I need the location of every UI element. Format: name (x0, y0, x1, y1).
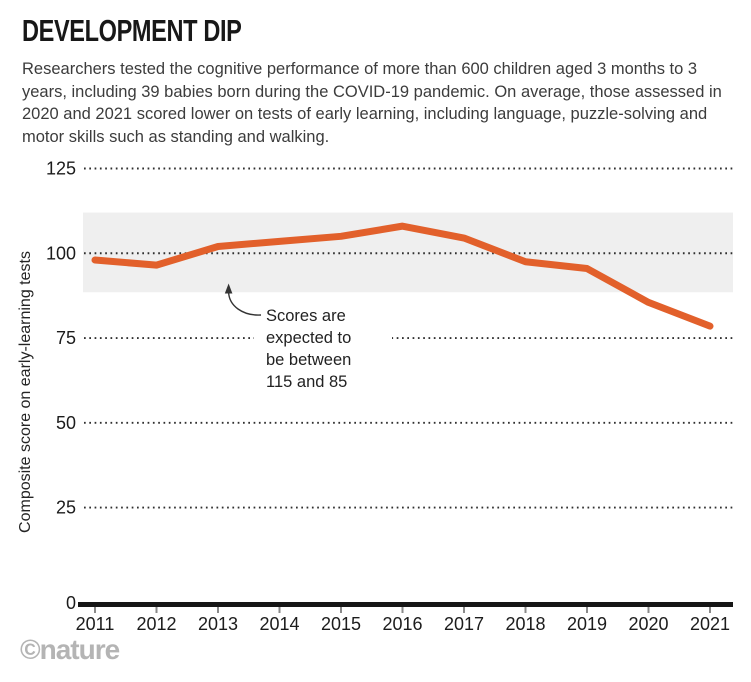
x-tick-label: 2017 (444, 614, 484, 634)
x-tick-label: 2015 (321, 614, 361, 634)
x-tick-label: 2019 (567, 614, 607, 634)
x-tick-label: 2013 (198, 614, 238, 634)
chart-description: Researchers tested the cognitive perform… (22, 60, 722, 146)
x-tick-label: 2012 (136, 614, 176, 634)
x-tick-label: 2018 (505, 614, 545, 634)
annotation-arrowhead-icon (224, 283, 233, 294)
annotation-text-line: Scores are (266, 307, 346, 325)
annotation-text-line: 115 and 85 (266, 373, 347, 391)
y-tick-label: 25 (56, 498, 76, 518)
y-tick-label: 50 (56, 413, 76, 433)
y-axis-title: Composite score on early-learning tests (17, 251, 34, 533)
x-tick-label: 2021 (690, 614, 730, 634)
y-tick-label: 0 (66, 593, 76, 613)
x-tick-label: 2014 (259, 614, 299, 634)
annotation-arrow (227, 291, 262, 316)
chart-title: DEVELOPMENT DIP (22, 13, 242, 48)
y-tick-label: 125 (46, 159, 76, 179)
annotation-text-line: expected to (266, 329, 351, 347)
y-tick-label: 75 (56, 328, 76, 348)
y-tick-label: 100 (46, 243, 76, 263)
annotation-text: Scores are expected to be between 115 and 8… (266, 307, 351, 391)
annotation-background (254, 300, 392, 394)
nature-logo: ©nature (20, 634, 120, 665)
chart-header: DEVELOPMENT DIP Researchers tested the c… (22, 13, 738, 148)
expected-range-annotation: Scores are expected to be between 115 and 8… (224, 283, 392, 394)
x-tick-label: 2016 (382, 614, 422, 634)
score-line-series (91, 222, 714, 330)
x-axis: 2011 2012 2013 2014 2015 2016 2017 2018 2019 2020… (76, 602, 733, 634)
annotation-text-line: be between (266, 351, 351, 369)
x-tick-label: 2020 (628, 614, 668, 634)
x-tick-label: 2011 (76, 614, 115, 634)
y-axis-tick-labels: 0 25 50 75 100 125 (46, 159, 76, 614)
